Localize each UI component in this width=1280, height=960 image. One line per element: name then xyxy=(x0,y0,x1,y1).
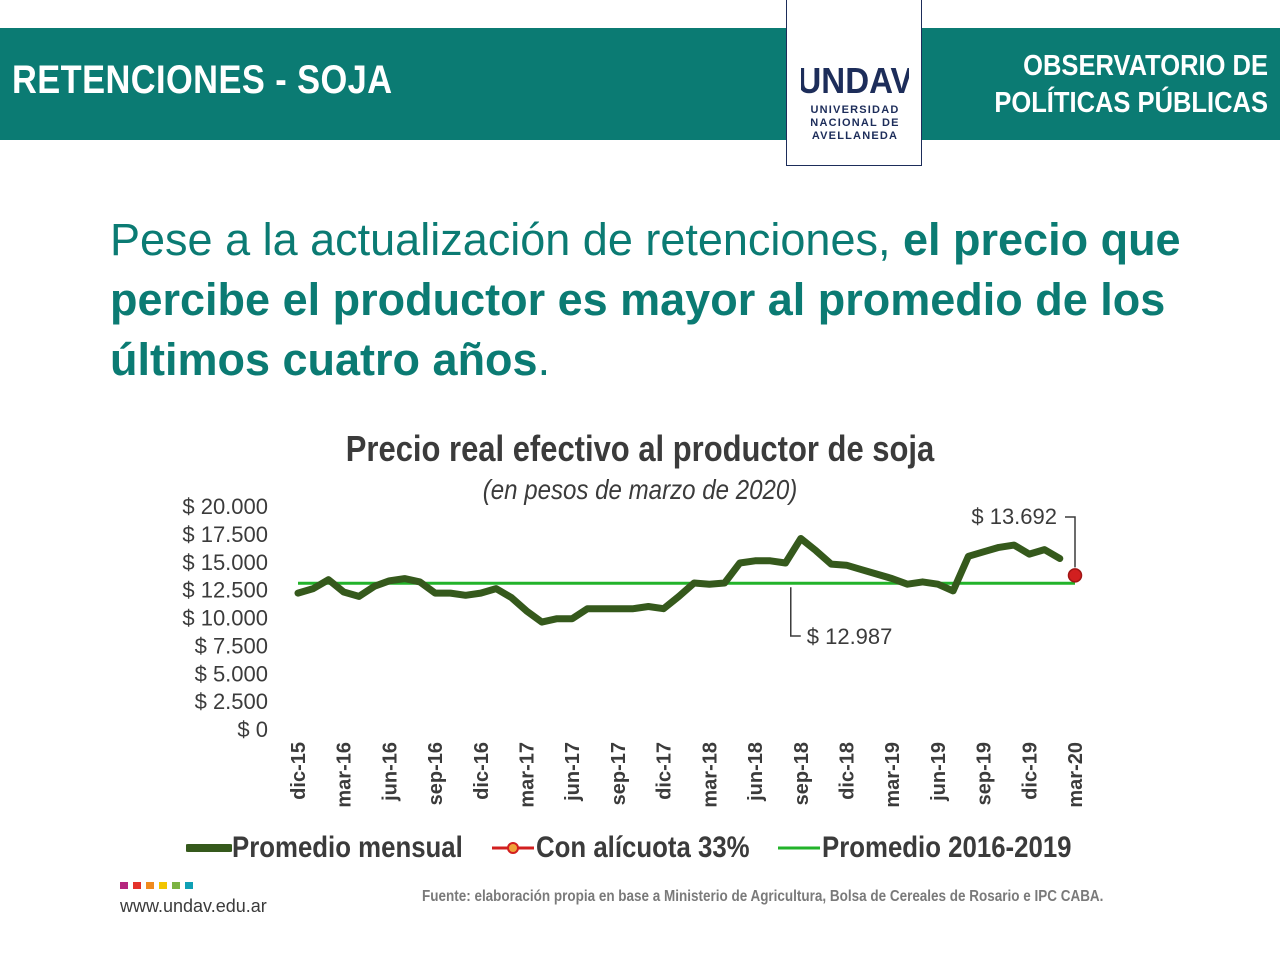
legend-item-promedio-mensual: Promedio mensual xyxy=(186,831,484,865)
observatorio-title: OBSERVATORIO DE POLÍTICAS PÚBLICAS xyxy=(951,48,1268,122)
y-tick-label: $ 20.000 xyxy=(182,494,268,519)
x-tick-label: dic-15 xyxy=(288,742,310,800)
x-tick-label: mar-16 xyxy=(334,742,356,808)
y-tick-label: $ 2.500 xyxy=(195,689,268,714)
chart-subtitle: (en pesos de marzo de 2020) xyxy=(482,474,798,505)
logo-line-3: AVELLANEDA xyxy=(811,130,899,142)
x-tick-label: jun-18 xyxy=(745,742,767,802)
undav-logo-mark: UNDAV xyxy=(801,62,909,100)
header-bar xyxy=(0,28,1280,140)
x-tick-label: sep-18 xyxy=(791,742,813,805)
footer-source: Fuente: elaboración propia en base a Min… xyxy=(422,888,1104,905)
annotation-leader-12987 xyxy=(790,587,801,637)
chart-title: Precio real efectivo al productor de soj… xyxy=(345,428,935,469)
legend-label-con-alicuota: Con alícuota 33% xyxy=(536,831,750,864)
logo-line-1: UNIVERSIDAD xyxy=(810,104,900,116)
legend-item-con-alicuota: Con alícuota 33% xyxy=(490,831,770,865)
footer-dot xyxy=(172,882,180,889)
y-tick-label: $ 7.500 xyxy=(195,633,268,658)
x-tick-label: mar-19 xyxy=(882,742,904,808)
x-tick-label: sep-19 xyxy=(974,742,996,805)
x-tick-label: mar-20 xyxy=(1065,742,1087,808)
chart-legend: Promedio mensual Con alícuota 33% Promed… xyxy=(186,828,1088,868)
x-axis: dic-15 mar-16 jun-16 sep-16 dic-16 mar-17 jun-… xyxy=(288,742,1087,808)
annotation-leader-13692 xyxy=(1065,516,1076,568)
annotation-layer: $ 13.692 $ 12.987 xyxy=(790,504,1076,649)
x-tick-label: dic-17 xyxy=(654,742,676,800)
x-tick-label: dic-16 xyxy=(471,742,493,800)
headline-normal: Pese a la actualización de retenciones, xyxy=(110,214,903,265)
footer-dot xyxy=(133,882,141,889)
y-tick-label: $ 15.000 xyxy=(182,550,268,575)
footer-dot xyxy=(159,882,167,889)
series-line-promedio-mensual xyxy=(294,535,1064,626)
undav-logo: UNDAV UNIVERSIDAD NACIONAL DE AVELLANEDA xyxy=(786,0,922,166)
footer-dot xyxy=(120,882,128,889)
annotation-label-12987: $ 12.987 xyxy=(807,624,893,649)
y-tick-label: $ 17.500 xyxy=(182,522,268,547)
data-point-con-alicuota xyxy=(1067,568,1083,583)
footer-color-dots xyxy=(120,882,198,889)
x-tick-label: mar-18 xyxy=(699,742,721,808)
footer-dot xyxy=(146,882,154,889)
x-tick-label: jun-17 xyxy=(562,742,584,802)
footer-url: www.undav.edu.ar xyxy=(120,896,267,916)
legend-swatch-promedio-mensual xyxy=(186,844,232,852)
headline-end: . xyxy=(537,334,551,385)
series-layer xyxy=(294,535,1083,626)
legend-label-promedio-2016-2019: Promedio 2016-2019 xyxy=(822,831,1072,864)
headline-bold: el precio que percibe el productor es ma… xyxy=(110,214,1181,385)
x-tick-label: sep-17 xyxy=(608,742,630,805)
headline: Pese a la actualización de retenciones, … xyxy=(110,210,1230,390)
y-tick-label: $ 10.000 xyxy=(182,606,268,631)
undav-logo-mark-text: UNDAV xyxy=(801,62,909,100)
section-title: RETENCIONES - SOJA xyxy=(12,58,393,102)
logo-line-2: NACIONAL DE xyxy=(810,117,900,129)
x-tick-label: mar-17 xyxy=(517,742,539,808)
x-tick-label: jun-19 xyxy=(928,742,950,802)
observatorio-line-1: OBSERVATORIO DE xyxy=(1023,50,1268,82)
legend-label-promedio-mensual: Promedio mensual xyxy=(232,831,463,864)
x-tick-label: sep-16 xyxy=(425,742,447,805)
legend-item-promedio-2016-2019: Promedio 2016-2019 xyxy=(776,831,1082,865)
y-tick-label: $ 12.500 xyxy=(182,578,268,603)
legend-swatch-con-alicuota xyxy=(492,842,534,854)
observatorio-line-2: POLÍTICAS PÚBLICAS xyxy=(994,87,1268,119)
y-tick-label: $ 5.000 xyxy=(195,661,268,686)
footer-dot xyxy=(185,882,193,889)
legend-swatch-promedio-2016-2019 xyxy=(778,846,820,850)
x-tick-label: dic-18 xyxy=(836,742,858,800)
x-tick-label: jun-16 xyxy=(379,742,401,802)
y-tick-label: $ 0 xyxy=(237,717,268,742)
x-tick-label: dic-19 xyxy=(1019,742,1041,800)
annotation-label-13692: $ 13.692 xyxy=(971,504,1057,529)
undav-logo-text: UNIVERSIDAD NACIONAL DE AVELLANEDA xyxy=(795,104,915,143)
y-axis: $ 20.000 $ 17.500 $ 15.000 $ 12.500 $ 10.000… xyxy=(182,494,268,742)
